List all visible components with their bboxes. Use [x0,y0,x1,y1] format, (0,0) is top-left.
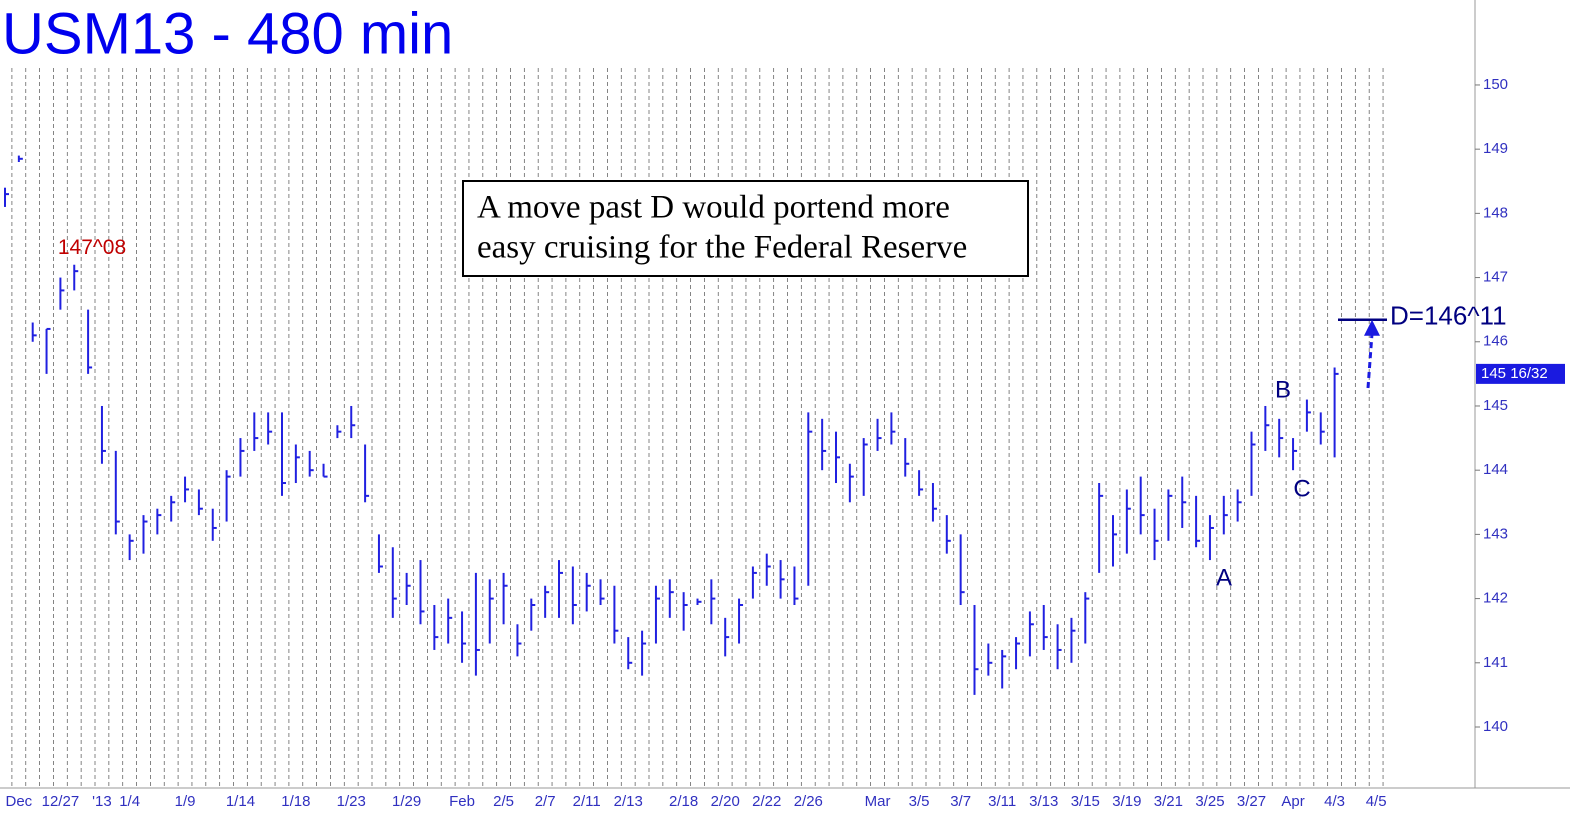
x-tick-label: 3/5 [909,793,930,810]
y-tick-label: 143 [1483,525,1508,542]
y-tick-label: 148 [1483,204,1508,221]
y-tick-label: 144 [1483,461,1508,478]
target-arrow-shaft [1366,333,1374,389]
x-tick-label: 4/3 [1324,793,1345,810]
x-tick-label: 2/26 [794,793,823,810]
x-tick-label: 3/7 [950,793,971,810]
last-price-box [1476,363,1565,384]
y-tick-label: 149 [1483,140,1508,157]
x-tick-label: 2/22 [752,793,781,810]
note-box [462,180,1029,277]
x-tick-label: 3/27 [1237,793,1266,810]
x-tick-label: 3/13 [1029,793,1058,810]
x-tick-label: 3/21 [1154,793,1183,810]
x-tick-label: 1/18 [281,793,310,810]
x-tick-label: 2/20 [711,793,740,810]
x-tick-label: 12/27 [42,793,80,810]
x-tick-label: Apr [1281,793,1304,810]
y-tick-label: 140 [1483,718,1508,735]
x-tick-label: 1/9 [175,793,196,810]
x-tick-label: 2/11 [573,793,601,810]
x-tick-label: 1/23 [337,793,366,810]
last-price-label: 145 16/32 [1481,365,1548,382]
note-line: easy cruising for the Federal Reserve [477,230,967,266]
x-tick-label: 1/14 [226,793,255,810]
high-annotation: 147^08 [58,236,126,259]
x-tick-label: 4/5 [1366,793,1387,810]
x-tick-label: Mar [865,793,891,810]
x-tick-label: 2/18 [669,793,698,810]
wave-label: A [1216,564,1232,591]
x-tick-label: 3/19 [1112,793,1141,810]
target-label: D=146^11 [1390,301,1507,331]
chart-title: USM13 - 480 min [2,1,453,66]
wave-label: B [1275,376,1291,403]
y-tick-label: 147 [1483,269,1508,286]
x-tick-label: Dec [6,793,33,810]
y-tick-label: 145 [1483,397,1508,414]
y-tick-label: 141 [1483,654,1508,671]
x-tick-label: 1/4 [119,793,140,810]
target-arrow-head [1364,319,1380,336]
x-tick-label: 2/7 [535,793,556,810]
y-tick-label: 150 [1483,76,1508,93]
x-tick-label: 3/25 [1195,793,1224,810]
y-tick-label: 142 [1483,590,1508,607]
x-tick-label: 1/29 [392,793,421,810]
x-tick-label: Feb [449,793,475,810]
note-line: A move past D would portend more [477,190,950,226]
x-tick-label: 2/5 [493,793,514,810]
x-tick-label: 3/11 [988,793,1016,810]
wave-label: C [1293,475,1310,502]
x-tick-label: 2/13 [614,793,643,810]
x-tick-label: 3/15 [1071,793,1100,810]
x-tick-label: '13 [92,793,112,810]
y-tick-label: 146 [1483,333,1508,350]
